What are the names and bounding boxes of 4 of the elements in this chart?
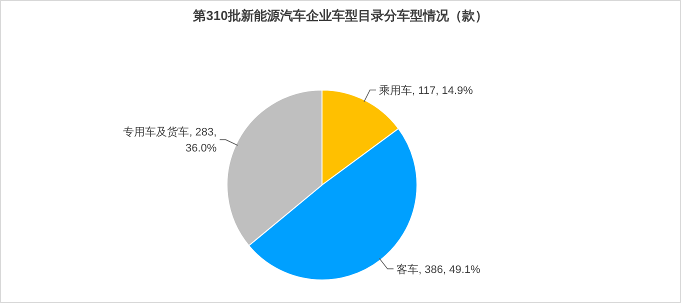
slice-label: 乘用车, 117, 14.9% (378, 84, 474, 98)
slice-label: 专用车及货车, 283, 36.0% (123, 126, 217, 155)
chart-title: 第310批新能源汽车企业车型目录分车型情况（款） (192, 8, 488, 23)
slice-label: 客车, 386, 49.1% (396, 262, 481, 276)
